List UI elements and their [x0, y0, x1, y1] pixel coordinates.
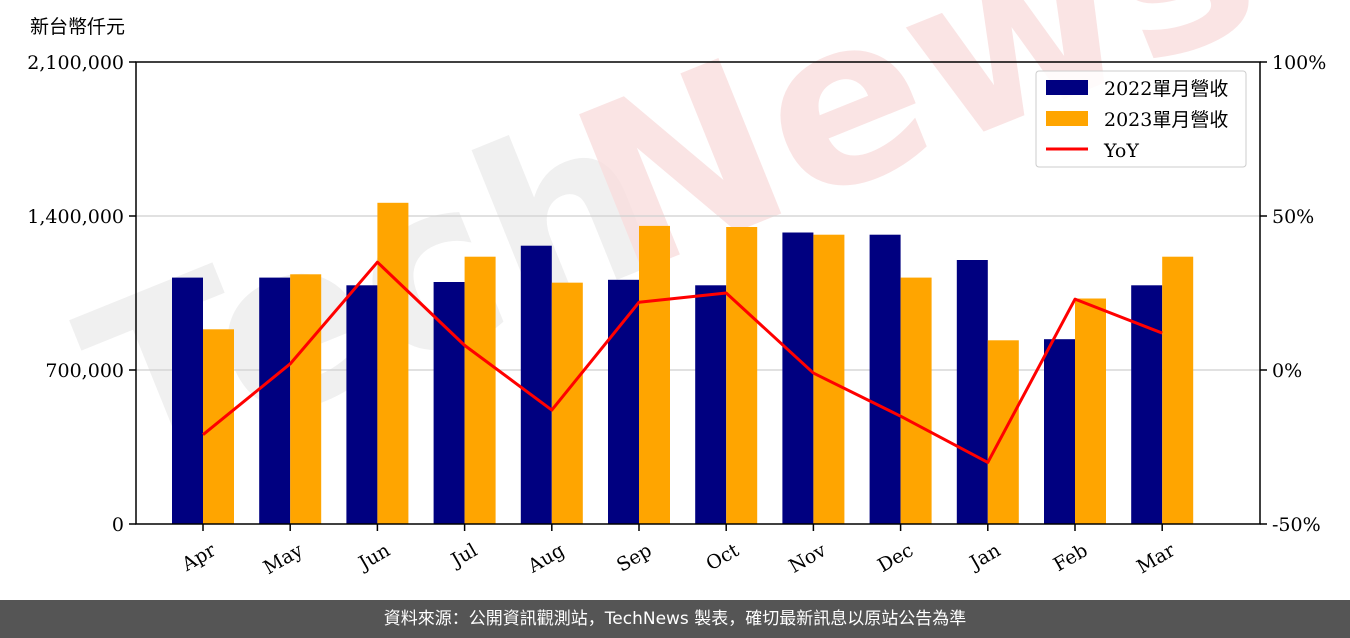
bar-2023-mar — [1162, 256, 1194, 524]
legend-swatch-2022 — [1046, 80, 1088, 95]
bar-2022-feb — [1044, 339, 1075, 524]
bar-2022-may — [259, 277, 291, 524]
x-tick-label-sep: Sep — [613, 539, 656, 576]
bar-2022-sep — [608, 279, 639, 524]
bar-2022-jun — [346, 285, 378, 524]
bar-2023-oct — [726, 227, 758, 524]
bar-2023-jul — [464, 256, 496, 524]
bar-2022-apr — [172, 277, 203, 524]
bar-2022-aug — [520, 245, 552, 524]
x-tick-label-aug: Aug — [523, 539, 568, 578]
series-2022-bars — [172, 232, 1163, 524]
legend-label-yoy: YoY — [1103, 140, 1139, 162]
legend-label-2023: 2023單月營收 — [1104, 109, 1228, 131]
yoy-line — [202, 260, 1163, 464]
bar-2023-apr — [203, 329, 234, 524]
x-tick-label-oct: Oct — [702, 539, 743, 575]
revenue-chart: Tech News 新台幣仟元 0700,0001,400,0002,100,0… — [27, 0, 1326, 579]
bar-2023-jun — [377, 202, 409, 525]
bar-2022-oct — [695, 285, 727, 524]
bar-2022-jan — [956, 260, 988, 524]
x-tick-label-nov: Nov — [785, 539, 830, 578]
bar-2022-dec — [869, 234, 901, 524]
legend-label-2022: 2022單月營收 — [1104, 78, 1228, 100]
bar-2022-mar — [1131, 285, 1163, 524]
x-tick-label-apr: Apr — [177, 539, 220, 576]
x-tick-label-jul: Jul — [446, 539, 481, 572]
right-axis-ticks: -50% 0% 50% 100% — [1260, 52, 1326, 536]
left-tick-label: 1,400,000 — [27, 206, 124, 228]
right-tick-label: -50% — [1272, 514, 1321, 536]
bar-2023-dec — [900, 277, 932, 524]
left-tick-label: 700,000 — [45, 360, 124, 382]
series-yoy-line — [202, 260, 1163, 464]
bar-2023-sep — [639, 225, 670, 524]
right-tick-label: 100% — [1272, 52, 1326, 74]
bar-2023-may — [290, 274, 322, 524]
series-2023-bars — [203, 202, 1194, 525]
right-tick-label: 50% — [1272, 206, 1314, 228]
x-tick-label-may: May — [260, 539, 307, 579]
bar-2023-feb — [1075, 298, 1106, 524]
y-axis-unit-label: 新台幣仟元 — [30, 16, 125, 38]
x-tick-label-dec: Dec — [874, 539, 917, 577]
x-tick-label-feb: Feb — [1050, 539, 1092, 576]
x-tick-label-jan: Jan — [965, 539, 1005, 575]
x-axis-ticks: Apr May Jun Jul Aug Sep Oct Nov Dec Jan Feb Mar — [177, 524, 1179, 579]
source-footer: 資料來源：公開資訊觀測站，TechNews 製表，確切最新訊息以原站公告為準 — [0, 600, 1350, 638]
left-tick-label: 0 — [112, 514, 124, 536]
left-tick-label: 2,100,000 — [27, 52, 124, 74]
x-tick-label-jun: Jun — [353, 539, 394, 575]
legend-swatch-2023 — [1046, 111, 1088, 126]
plot-frame — [135, 61, 1261, 525]
right-tick-label: 0% — [1272, 360, 1302, 382]
x-tick-label-mar: Mar — [1133, 539, 1179, 578]
legend: 2022單月營收 2023單月營收 YoY — [1035, 70, 1247, 168]
left-axis-ticks: 0 700,000 1,400,000 2,100,000 — [27, 52, 136, 536]
legend-box — [1035, 70, 1247, 168]
bar-2022-nov — [782, 232, 814, 524]
